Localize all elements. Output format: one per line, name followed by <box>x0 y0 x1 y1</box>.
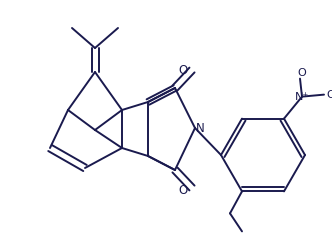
Text: N⁺: N⁺ <box>295 92 309 102</box>
Text: O⁻: O⁻ <box>327 90 332 100</box>
Text: N: N <box>196 121 205 135</box>
Text: O: O <box>297 68 306 78</box>
Text: O: O <box>178 184 188 196</box>
Text: O: O <box>178 64 188 76</box>
